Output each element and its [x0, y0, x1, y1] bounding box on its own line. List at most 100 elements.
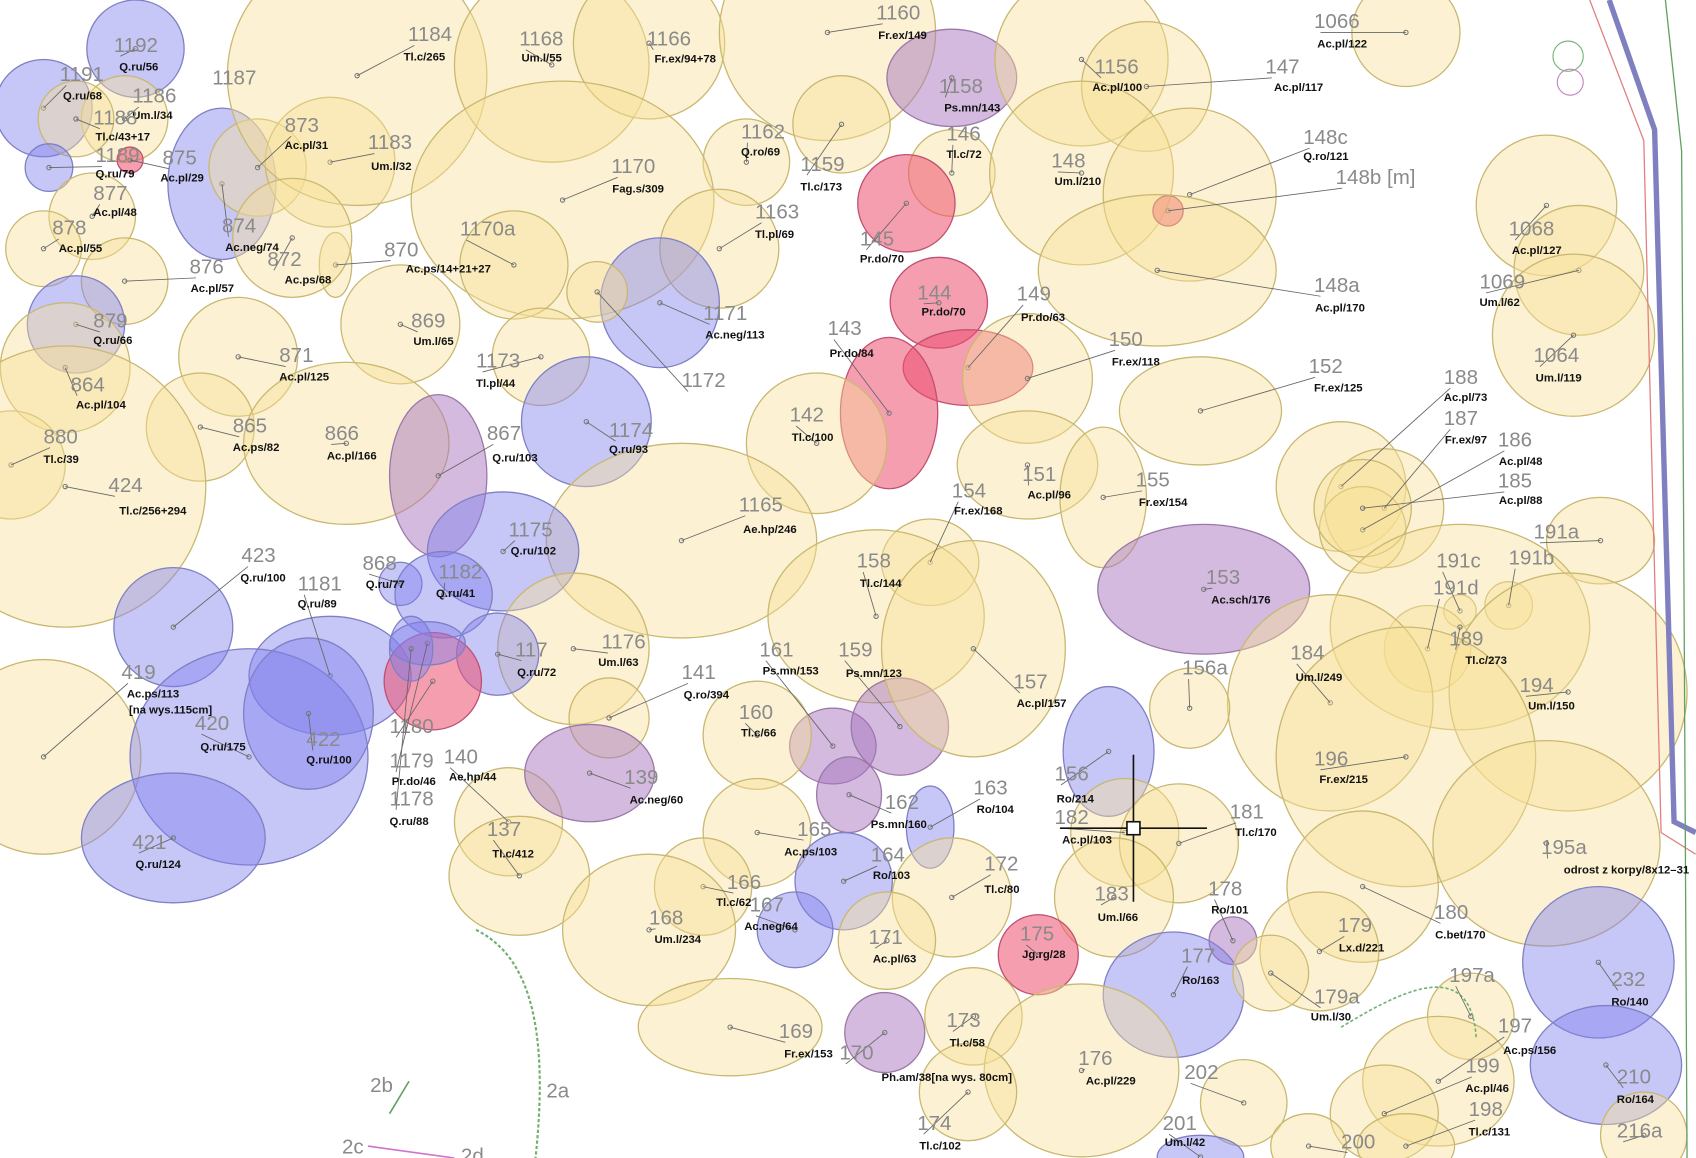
- tree-species: Fr.ex/94+78: [654, 54, 715, 66]
- trunk-point: [494, 651, 501, 657]
- tree-number: 874: [222, 214, 256, 237]
- tree-number: 879: [93, 310, 127, 333]
- tree-number: 419: [121, 661, 155, 684]
- tree-species: Tl.c/412: [492, 848, 534, 860]
- tree-species: Um.l/42: [1165, 1137, 1205, 1149]
- leader-line: [65, 486, 116, 497]
- trunk-point: [882, 1029, 888, 1036]
- trunk-point: [1359, 527, 1366, 533]
- trunk-point: [840, 878, 847, 884]
- leader-line: [843, 865, 878, 882]
- boundary-lines: [367, 0, 1696, 1158]
- trunk-point: [40, 754, 47, 760]
- tree-number: 872: [267, 248, 301, 271]
- tree-number: 158: [857, 550, 891, 573]
- leader-line: [1296, 663, 1331, 704]
- tree-number: 865: [233, 414, 267, 437]
- tree-number: 1182: [438, 560, 482, 583]
- trunk-point: [1111, 894, 1117, 901]
- tree-number: 169: [779, 1020, 813, 1043]
- trunk-point: [1570, 332, 1577, 338]
- tree-number: 195a: [1541, 836, 1587, 859]
- trunk-point: [838, 121, 845, 128]
- tree-number: 179: [1338, 914, 1372, 937]
- leader-line: [1508, 568, 1516, 606]
- tree-number: 867: [487, 422, 521, 445]
- tree-species: Q.ru/88: [390, 816, 429, 828]
- tree-number: 117: [515, 638, 548, 661]
- tree-number: 877: [93, 182, 127, 205]
- tree-species: Tl.c/80: [984, 884, 1019, 896]
- tree-number: 139: [624, 766, 658, 789]
- tree-number: 870: [384, 238, 418, 261]
- trunk-point: [127, 157, 133, 163]
- leader-line: [335, 260, 391, 266]
- trunk-point: [73, 116, 79, 122]
- tree-species: Tl.c/39: [44, 454, 79, 466]
- tree-number: 150: [1109, 328, 1143, 351]
- tree-number: 1170: [611, 155, 655, 178]
- tree-species: Jg.rg/28: [1022, 949, 1066, 961]
- trunk-point: [873, 613, 879, 620]
- tree-species: Tl.c/66: [741, 727, 776, 739]
- leader-line: [1188, 678, 1191, 709]
- leader-line: [1485, 269, 1580, 294]
- leader-line: [1405, 1119, 1476, 1147]
- tree-number: 144: [917, 282, 951, 305]
- site-marker: 2d: [461, 1144, 484, 1158]
- tree-species: Fr.ex/149: [878, 30, 927, 42]
- tree-species: Ac.pl/170: [1315, 302, 1365, 314]
- tree-number: 191a: [1534, 520, 1580, 543]
- tree-species: Ac.pl/73: [1444, 392, 1488, 404]
- trunk-point: [970, 646, 977, 652]
- trunk-point: [1359, 883, 1366, 890]
- trunk-point: [970, 1013, 977, 1020]
- trunk-point: [1268, 970, 1274, 976]
- leader-line: [330, 153, 375, 163]
- trunk-point: [678, 537, 685, 544]
- tree-number: 140: [444, 745, 478, 768]
- tree-number: 137: [487, 818, 521, 841]
- leader-line: [308, 713, 314, 751]
- tree-species: Q.ru/72: [517, 667, 556, 679]
- leader-line: [848, 794, 892, 814]
- tree-species: Tl.c/43+17: [95, 132, 150, 144]
- tree-number: 1186: [132, 85, 176, 108]
- trunk-point: [1170, 992, 1177, 998]
- tree-species: Ro/214: [1057, 793, 1095, 805]
- leader-line: [1320, 756, 1406, 771]
- leader-line: [200, 426, 240, 438]
- leader-line: [1190, 1082, 1244, 1104]
- leader-line: [1340, 387, 1451, 487]
- leader-line: [1203, 587, 1213, 590]
- tree-number: 180: [1434, 901, 1468, 924]
- leader-line: [129, 159, 170, 170]
- leader-line: [273, 237, 293, 271]
- tree-number: 1068: [1509, 218, 1555, 241]
- trunk-point: [1105, 748, 1112, 755]
- trunk-point: [1641, 1132, 1647, 1138]
- tree-species: Ac.neg/113: [705, 329, 764, 341]
- leader-line: [1362, 450, 1505, 531]
- trunk-point: [716, 245, 723, 252]
- trunk-point: [235, 354, 241, 360]
- tree-species: Ro/163: [1182, 975, 1219, 987]
- leader-line: [43, 683, 129, 758]
- leader-line: [120, 48, 136, 57]
- tree-number: 191b: [1509, 546, 1555, 569]
- leader-line: [573, 648, 609, 654]
- leader-line: [1081, 1068, 1085, 1071]
- leader-line: [1598, 962, 1619, 991]
- tree-number: 196: [1314, 748, 1348, 771]
- tree-crown: [545, 442, 818, 639]
- leader-line: [43, 85, 67, 109]
- trunk-point: [197, 424, 204, 430]
- tree-species: Pr.do/70: [922, 307, 966, 319]
- trunk-point: [289, 235, 295, 241]
- tree-species: Q.ru/66: [93, 335, 132, 347]
- trunk-point: [254, 164, 261, 171]
- tree-species: Q.ru/124: [135, 859, 181, 871]
- tree-species: Pr.do/46: [392, 776, 436, 788]
- leader-line: [1455, 627, 1461, 650]
- tree-number: 172: [984, 852, 1018, 875]
